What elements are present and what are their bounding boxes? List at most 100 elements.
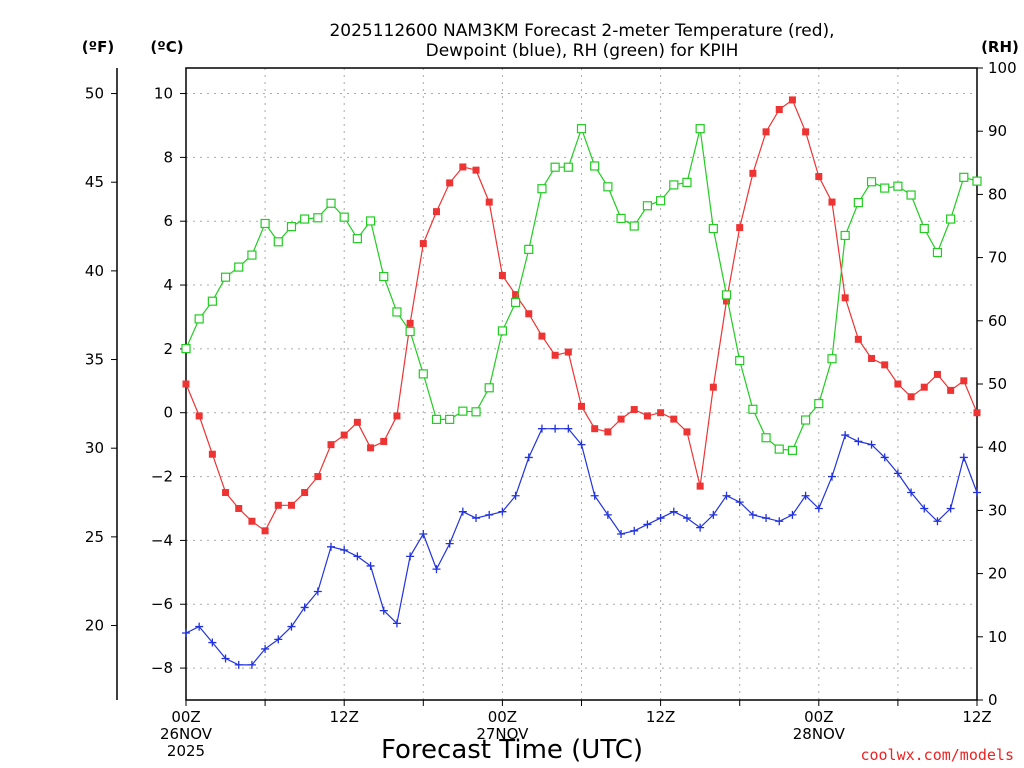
dewpoint-point (247, 660, 256, 669)
temperature-point (314, 473, 322, 481)
temperature-point (854, 335, 862, 343)
temperature-point (630, 406, 638, 414)
dewpoint-point (643, 520, 652, 529)
rh-point (405, 326, 415, 337)
series-line (185, 98, 978, 532)
c-tick-label: −4 (151, 531, 173, 549)
dewpoint-point (458, 507, 467, 516)
fahrenheit-axis-unit: (ºF) (82, 38, 114, 56)
temperature-point (287, 501, 295, 509)
rh-point (735, 356, 745, 366)
series-2-meter-temperature (182, 96, 981, 535)
temperature-point (907, 393, 915, 401)
rh-point (247, 250, 257, 260)
dewpoint-point (893, 469, 902, 478)
dewpoint-point (854, 437, 863, 446)
temperature-point (182, 380, 190, 388)
dewpoint-point (274, 635, 283, 644)
f-tick-label: 25 (85, 528, 104, 546)
dewpoint-point (762, 514, 771, 523)
source-credit: coolwx.com/models (860, 746, 1014, 764)
temperature-point (367, 444, 375, 452)
dewpoint-point (709, 510, 718, 519)
x-tick-label: 12Z (330, 708, 359, 726)
temperature-point (380, 437, 388, 445)
rh-point (946, 214, 956, 224)
dewpoint-point (788, 510, 797, 519)
dewpoint-point (195, 622, 204, 631)
dewpoint-point (735, 498, 744, 507)
temperature-point (947, 386, 955, 394)
rh-point (339, 212, 349, 222)
dewpoint-point (353, 552, 362, 561)
f-tick-label: 30 (85, 439, 104, 457)
dewpoint-point (208, 638, 217, 647)
f-tick-label: 35 (85, 351, 104, 369)
dewpoint-point (603, 510, 612, 519)
rh-point (445, 414, 455, 424)
rh-point (866, 177, 877, 187)
dewpoint-point (880, 453, 889, 462)
dewpoint-point (973, 488, 981, 497)
dewpoint-point (472, 514, 481, 523)
rh-point (510, 297, 521, 308)
temperature-point (459, 163, 467, 171)
x-tick-label: 00Z (171, 708, 200, 726)
temperature-point (485, 198, 493, 206)
rh-point (471, 407, 481, 417)
rh-tick-label: 100 (988, 59, 1017, 77)
x-tick-label: 26NOV (160, 725, 213, 743)
rh-tick-label: 70 (988, 249, 1007, 267)
rh-point (590, 161, 600, 171)
rh-point (853, 198, 863, 208)
temperature-point (432, 208, 440, 216)
rh-point (313, 213, 323, 223)
f-tick-label: 20 (85, 617, 104, 635)
temperature-point (670, 415, 678, 423)
temperature-point (340, 431, 348, 439)
rh-point (497, 326, 507, 336)
dewpoint-point (432, 565, 441, 574)
temperature-point (775, 105, 783, 113)
rh-point (484, 383, 494, 393)
rh-point (392, 307, 402, 317)
rh-point (721, 290, 732, 300)
rh-point (972, 176, 982, 186)
dewpoint-point (920, 504, 929, 513)
temperature-point (578, 402, 585, 410)
dewpoint-point (406, 552, 415, 561)
dewpoint-point (682, 514, 691, 523)
dewpoint-point (959, 453, 968, 462)
x-axis-label: Forecast Time (UTC) (381, 735, 643, 765)
rh-tick-label: 10 (988, 628, 1007, 646)
rh-point (300, 214, 310, 224)
c-tick-label: 0 (163, 404, 173, 422)
dewpoint-point (221, 654, 230, 663)
rh-point (669, 180, 679, 190)
rh-point (550, 162, 560, 172)
dewpoint-point (234, 660, 243, 669)
dewpoint-point (827, 472, 836, 481)
series-line (185, 126, 978, 452)
c-tick-label: 10 (154, 85, 173, 103)
c-tick-label: 4 (163, 276, 173, 294)
temperature-point (419, 240, 427, 248)
chart-title-line-2: Dewpoint (blue), RH (green) for KPIH (426, 41, 739, 61)
dewpoint-point (524, 453, 533, 462)
temperature-point (472, 166, 480, 174)
dewpoint-point (907, 488, 916, 497)
dewpoint-point (867, 440, 876, 449)
data-series (181, 96, 982, 669)
celsius-axis-unit: (ºC) (150, 38, 183, 56)
rh-point (286, 222, 297, 232)
c-tick-label: 6 (163, 212, 173, 230)
rh-point (906, 190, 916, 200)
temperature-point (841, 294, 849, 302)
temperature-point (960, 377, 968, 385)
temperature-point (802, 128, 810, 136)
temperature-point (498, 271, 506, 279)
temperature-point (657, 409, 665, 417)
dewpoint-point (445, 539, 454, 548)
rh-point (458, 406, 468, 416)
